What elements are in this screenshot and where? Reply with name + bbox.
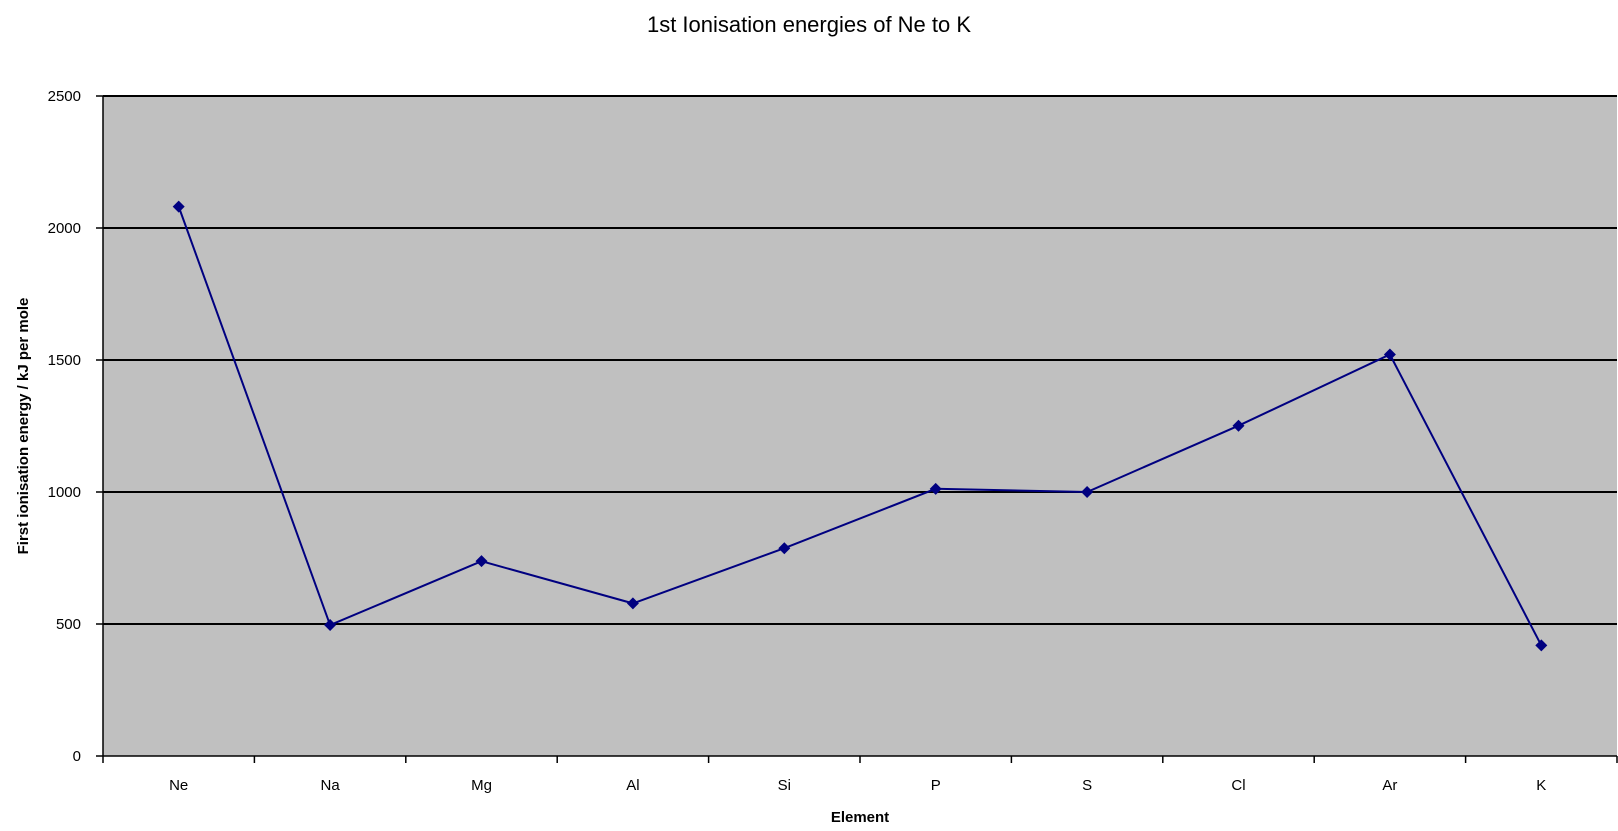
y-tick-label: 2000: [48, 220, 81, 237]
data-point: [1081, 486, 1094, 498]
chart-title: 1st Ionisation energies of Ne to K: [647, 12, 971, 37]
data-point: [626, 597, 639, 610]
data-point: [778, 542, 791, 555]
y-axis-ticks: 0 500 1000 1500 2000 2500: [48, 88, 103, 765]
data-point: [1232, 419, 1245, 432]
y-axis-label: First ionisation energy / kJ per mole: [15, 298, 32, 555]
x-tick-label: S: [1082, 777, 1092, 794]
x-axis-label: Element: [831, 809, 889, 826]
x-tick-label: Cl: [1231, 777, 1245, 794]
y-tick-label: 500: [56, 616, 81, 633]
x-tick-label: Na: [321, 777, 341, 794]
series-points: [172, 200, 1548, 652]
gridlines: [103, 95, 1617, 625]
x-tick-label: P: [931, 777, 941, 794]
y-tick-label: 2500: [48, 88, 81, 105]
series-line: [177, 206, 1543, 646]
x-tick-label: Al: [626, 777, 639, 794]
data-point: [1535, 639, 1548, 652]
x-tick-label: K: [1536, 777, 1546, 794]
data-point: [475, 555, 488, 568]
x-axis-ticks: Ne Na Mg Al Si P S Cl Ar K: [102, 756, 1618, 794]
data-point: [324, 619, 337, 632]
plot-area: [103, 96, 1617, 756]
x-tick-label: Ar: [1382, 777, 1397, 794]
x-tick-label: Mg: [471, 777, 492, 794]
y-tick-label: 1000: [48, 484, 81, 501]
x-tick-label: Ne: [169, 777, 188, 794]
y-tick-label: 0: [73, 748, 81, 765]
y-tick-label: 1500: [48, 352, 81, 369]
data-point: [929, 482, 942, 495]
data-point: [172, 200, 185, 213]
x-tick-label: Si: [778, 777, 791, 794]
data-point: [1383, 348, 1396, 361]
